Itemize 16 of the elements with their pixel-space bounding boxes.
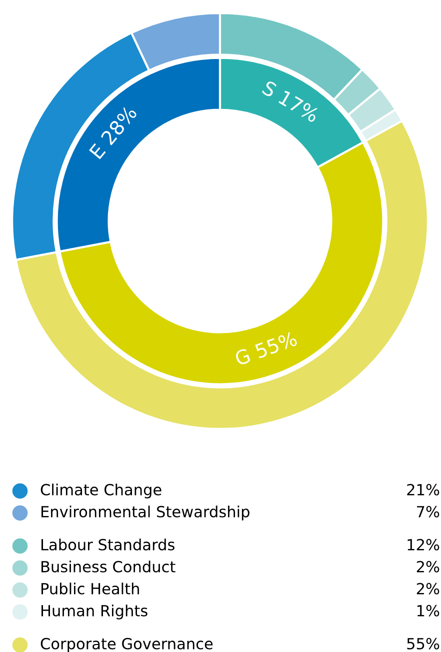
data-label: S 17% <box>262 80 320 123</box>
data-label: G 55% <box>234 331 298 366</box>
legend-label: Business Conduct <box>42 560 176 572</box>
data-label: 21% <box>407 484 440 496</box>
legend-label: Corporate Governance <box>40 638 213 652</box>
legend-label: Environmental Stewardship <box>42 506 250 520</box>
data-label: 1% <box>417 604 440 616</box>
legend-label: Climate Change <box>40 484 162 498</box>
data-label: 55% <box>407 638 440 650</box>
data-label: 2% <box>416 560 440 572</box>
legend-label: Labour Standards <box>42 538 174 550</box>
legend-label: Public Health <box>42 582 139 594</box>
data-label: 7% <box>417 506 440 518</box>
legend-label: Human Rights <box>42 604 148 620</box>
data-label: 12% <box>408 538 440 550</box>
data-label: 2% <box>416 582 440 594</box>
